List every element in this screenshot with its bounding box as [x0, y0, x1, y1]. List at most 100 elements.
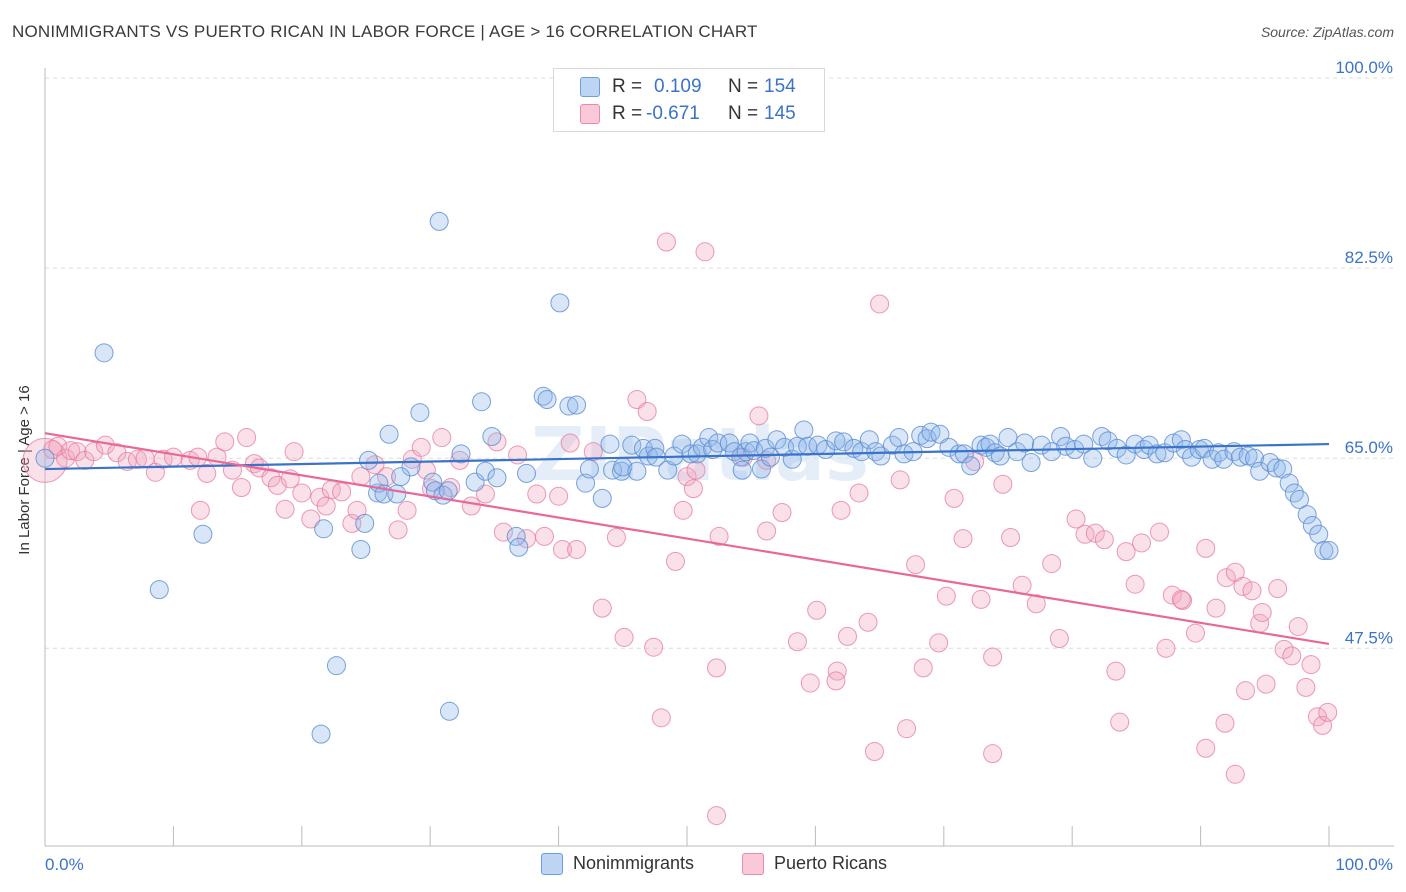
- puerto-ricans-point: [1256, 674, 1276, 694]
- puerto-ricans-point: [1075, 524, 1095, 544]
- puerto-ricans-point: [707, 806, 727, 826]
- nonimmigrants-point: [1214, 449, 1234, 469]
- puerto-ricans-point: [1215, 713, 1235, 733]
- nonimmigrants-point: [658, 460, 678, 480]
- puerto-ricans-point: [1049, 629, 1069, 649]
- puerto-ricans-point: [61, 441, 81, 461]
- nonimmigrants-point: [719, 433, 739, 453]
- nonimmigrants-point: [311, 724, 331, 744]
- puerto-ricans-point: [284, 442, 304, 462]
- puerto-ricans-point: [275, 499, 295, 519]
- puerto-ricans-point: [827, 661, 847, 681]
- puerto-ricans-point: [1296, 677, 1316, 697]
- puerto-ricans-point: [1106, 661, 1126, 681]
- puerto-ricans-point: [929, 633, 949, 653]
- nonimmigrants-point: [1051, 426, 1071, 446]
- nonimmigrants-point: [1224, 442, 1244, 462]
- puerto-ricans-point: [695, 242, 715, 262]
- nonimmigrants-point: [429, 211, 449, 231]
- puerto-ricans-point: [411, 437, 431, 457]
- puerto-ricans-point: [1301, 655, 1321, 675]
- puerto-ricans-point: [787, 632, 807, 652]
- nonimmigrants-point: [439, 701, 459, 721]
- puerto-ricans-point: [332, 482, 352, 502]
- chart-title: NONIMMIGRANTS VS PUERTO RICAN IN LABOR F…: [12, 22, 758, 41]
- puerto-ricans-point: [388, 520, 408, 540]
- puerto-ricans-point: [493, 522, 513, 542]
- y-tick-label: 65.0%: [1345, 438, 1393, 457]
- nonimmigrants-point: [193, 524, 213, 544]
- puerto-ricans-point: [237, 428, 257, 448]
- legend-n-value: 154: [764, 76, 796, 97]
- legend-swatch-pink: [580, 104, 600, 124]
- puerto-ricans-point: [644, 637, 664, 657]
- y-tick-label: 82.5%: [1345, 248, 1393, 267]
- nonimmigrants-point: [509, 537, 529, 557]
- puerto-ricans-point: [1206, 598, 1226, 618]
- y-tick-label: 100.0%: [1335, 58, 1393, 77]
- puerto-ricans-point: [1162, 585, 1182, 605]
- nonimmigrants-point: [517, 463, 536, 483]
- nonimmigrants-point: [1289, 489, 1309, 509]
- puerto-ricans-point: [1125, 574, 1145, 594]
- nonimmigrants-point: [1279, 473, 1299, 493]
- puerto-ricans-point: [707, 658, 727, 678]
- puerto-ricans-point: [1185, 623, 1205, 643]
- puerto-ricans-point: [651, 708, 671, 728]
- nonimmigrants-point: [930, 424, 950, 444]
- puerto-ricans-point: [897, 719, 917, 739]
- puerto-ricans-point: [1242, 581, 1262, 601]
- puerto-ricans-point: [1288, 617, 1308, 637]
- nonimmigrants-point: [410, 403, 430, 423]
- nonimmigrants-point: [451, 444, 471, 464]
- puerto-ricans-point: [292, 483, 312, 503]
- puerto-ricans-point: [913, 658, 933, 678]
- nonimmigrants-point: [1021, 453, 1041, 473]
- trend-lines: [44, 432, 1330, 646]
- puerto-ricans-point: [1150, 522, 1170, 542]
- nonimmigrants-point: [487, 468, 507, 488]
- puerto-ricans-point: [709, 526, 729, 546]
- puerto-ricans-point: [890, 470, 910, 490]
- nonimmigrants-point: [627, 461, 647, 481]
- puerto-ricans-point: [849, 483, 869, 503]
- legend-r-label: R =: [612, 76, 643, 97]
- puerto-ricans-point: [838, 626, 857, 646]
- puerto-ricans-point: [1196, 538, 1216, 558]
- puerto-ricans-point: [301, 509, 321, 529]
- tick-labels: 100.0% 82.5% 65.0% 47.5% 0.0% 100.0%: [45, 58, 1393, 874]
- nonimmigrants-point: [472, 392, 492, 412]
- nonimmigrants-point: [379, 424, 399, 444]
- puerto-ricans-point: [858, 612, 878, 632]
- puerto-ricans-point: [993, 474, 1013, 494]
- puerto-ricans-point: [1110, 712, 1130, 732]
- nonimmigrants-point: [1309, 524, 1329, 544]
- puerto-ricans-point: [807, 600, 827, 620]
- nonimmigrants-point: [1297, 505, 1317, 525]
- puerto-ricans-point: [686, 460, 706, 480]
- puerto-ricans-point: [1252, 602, 1272, 622]
- puerto-ricans-point: [316, 496, 336, 516]
- puerto-ricans-point: [831, 500, 851, 520]
- puerto-ricans-point: [749, 406, 769, 426]
- nonimmigrants-point: [391, 467, 411, 487]
- puerto-ricans-point: [826, 671, 846, 691]
- puerto-ricans-point: [397, 500, 417, 520]
- puerto-ricans-point: [441, 478, 461, 498]
- legend-r-value: 0.109: [654, 76, 702, 97]
- nonimmigrants-point: [592, 488, 612, 508]
- nonimmigrants-point: [1284, 483, 1304, 503]
- nonimmigrants-point: [438, 481, 458, 501]
- axes: [44, 68, 1394, 847]
- correlation-legend: R = 0.109 N = 154 R = -0.671 N = 145: [553, 68, 825, 132]
- x-tick-label-min: 0.0%: [45, 855, 84, 874]
- nonimmigrants-point: [94, 343, 114, 363]
- nonimmigrants-point: [1175, 440, 1195, 460]
- nonimmigrants-point: [826, 431, 846, 451]
- nonimmigrants-point: [1194, 438, 1214, 458]
- puerto-ricans-point: [1171, 589, 1191, 609]
- nonimmigrants-point: [576, 473, 596, 493]
- nonimmigrants-point: [351, 539, 371, 559]
- nonimmigrants-point: [1273, 459, 1293, 479]
- puerto-ricans-point: [190, 500, 210, 520]
